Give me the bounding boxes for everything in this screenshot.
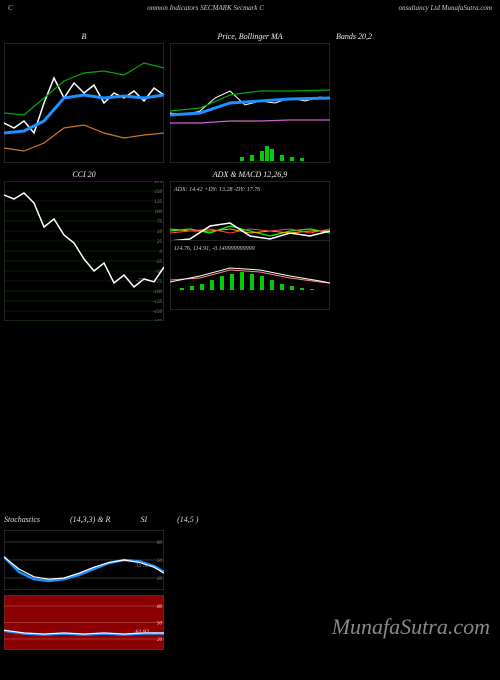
chart-panel: Price, Bollinger MA xyxy=(170,30,330,163)
svg-text:20: 20 xyxy=(157,638,163,643)
svg-text:ADX: 14.42 +DY: 13.28 -DY: 1: ADX: 14.42 +DY: 13.28 -DY: 17.76 xyxy=(173,186,260,193)
svg-text:50: 50 xyxy=(157,559,163,564)
header-bar: C ommon Indicators SECMARK Secmark C ons… xyxy=(0,0,500,16)
svg-text:35.55: 35.55 xyxy=(135,563,150,569)
bottom-title-row: Stochastics (14,3,3) & R SI (14,5 ) xyxy=(4,515,494,524)
chart-panel: Bands 20,2 xyxy=(336,30,372,43)
svg-text:-25: -25 xyxy=(155,260,162,265)
chart-panel: CCI 201751501251007550250-25-50-75-100-1… xyxy=(4,168,164,321)
svg-text:-150: -150 xyxy=(153,310,163,315)
chart-panel: 114.76, 114.91, -0.149999999999 xyxy=(170,240,330,310)
svg-text:150: 150 xyxy=(155,190,163,195)
svg-text:50: 50 xyxy=(157,230,163,235)
chart-panel: 80 50 20 35.55 xyxy=(4,530,164,590)
bottom-title: (14,3,3) & R xyxy=(70,515,110,524)
panel-title: B xyxy=(4,30,164,43)
watermark-text: MunafaSutra.com xyxy=(332,614,490,640)
svg-text:80: 80 xyxy=(157,605,163,610)
panel-title: ADX & MACD 12,26,9 xyxy=(170,168,330,181)
svg-text:50: 50 xyxy=(157,622,163,627)
header-right: onsultancy Ltd MunafaSutra.com xyxy=(398,4,492,12)
svg-text:25: 25 xyxy=(157,240,163,245)
bottom-title: Stochastics xyxy=(4,515,40,524)
svg-text:125: 125 xyxy=(155,200,163,205)
bottom-title: (14,5 ) xyxy=(177,515,198,524)
header-center: ommon Indicators SECMARK Secmark C xyxy=(147,4,264,12)
chart-panel: ADX & MACD 12,26,9 ADX: 14.42 +DY: 13.28 … xyxy=(170,168,330,251)
bottom-title: SI xyxy=(140,515,147,524)
svg-text:61.92: 61.92 xyxy=(136,630,150,636)
svg-text:75: 75 xyxy=(157,220,163,225)
svg-text:175: 175 xyxy=(155,181,163,185)
svg-text:80: 80 xyxy=(157,541,163,546)
svg-text:-125: -125 xyxy=(153,300,163,305)
svg-text:-100: -100 xyxy=(153,290,163,295)
panel-title: CCI 20 xyxy=(4,168,164,181)
svg-text:100: 100 xyxy=(155,210,163,215)
svg-text:-175: -175 xyxy=(153,320,163,321)
panel-title: Bands 20,2 xyxy=(336,30,372,43)
panel-title: Price, Bollinger MA xyxy=(170,30,330,43)
svg-text:-77: -77 xyxy=(136,278,145,284)
header-left: C xyxy=(8,4,13,12)
chart-panel: 80 50 20 61.92 xyxy=(4,595,164,650)
svg-text:114.76, 114.91, -0.14999999999: 114.76, 114.91, -0.149999999999 xyxy=(174,245,255,252)
svg-text:-75: -75 xyxy=(155,280,162,285)
chart-panel: B xyxy=(4,30,164,163)
svg-text:20: 20 xyxy=(157,577,163,582)
